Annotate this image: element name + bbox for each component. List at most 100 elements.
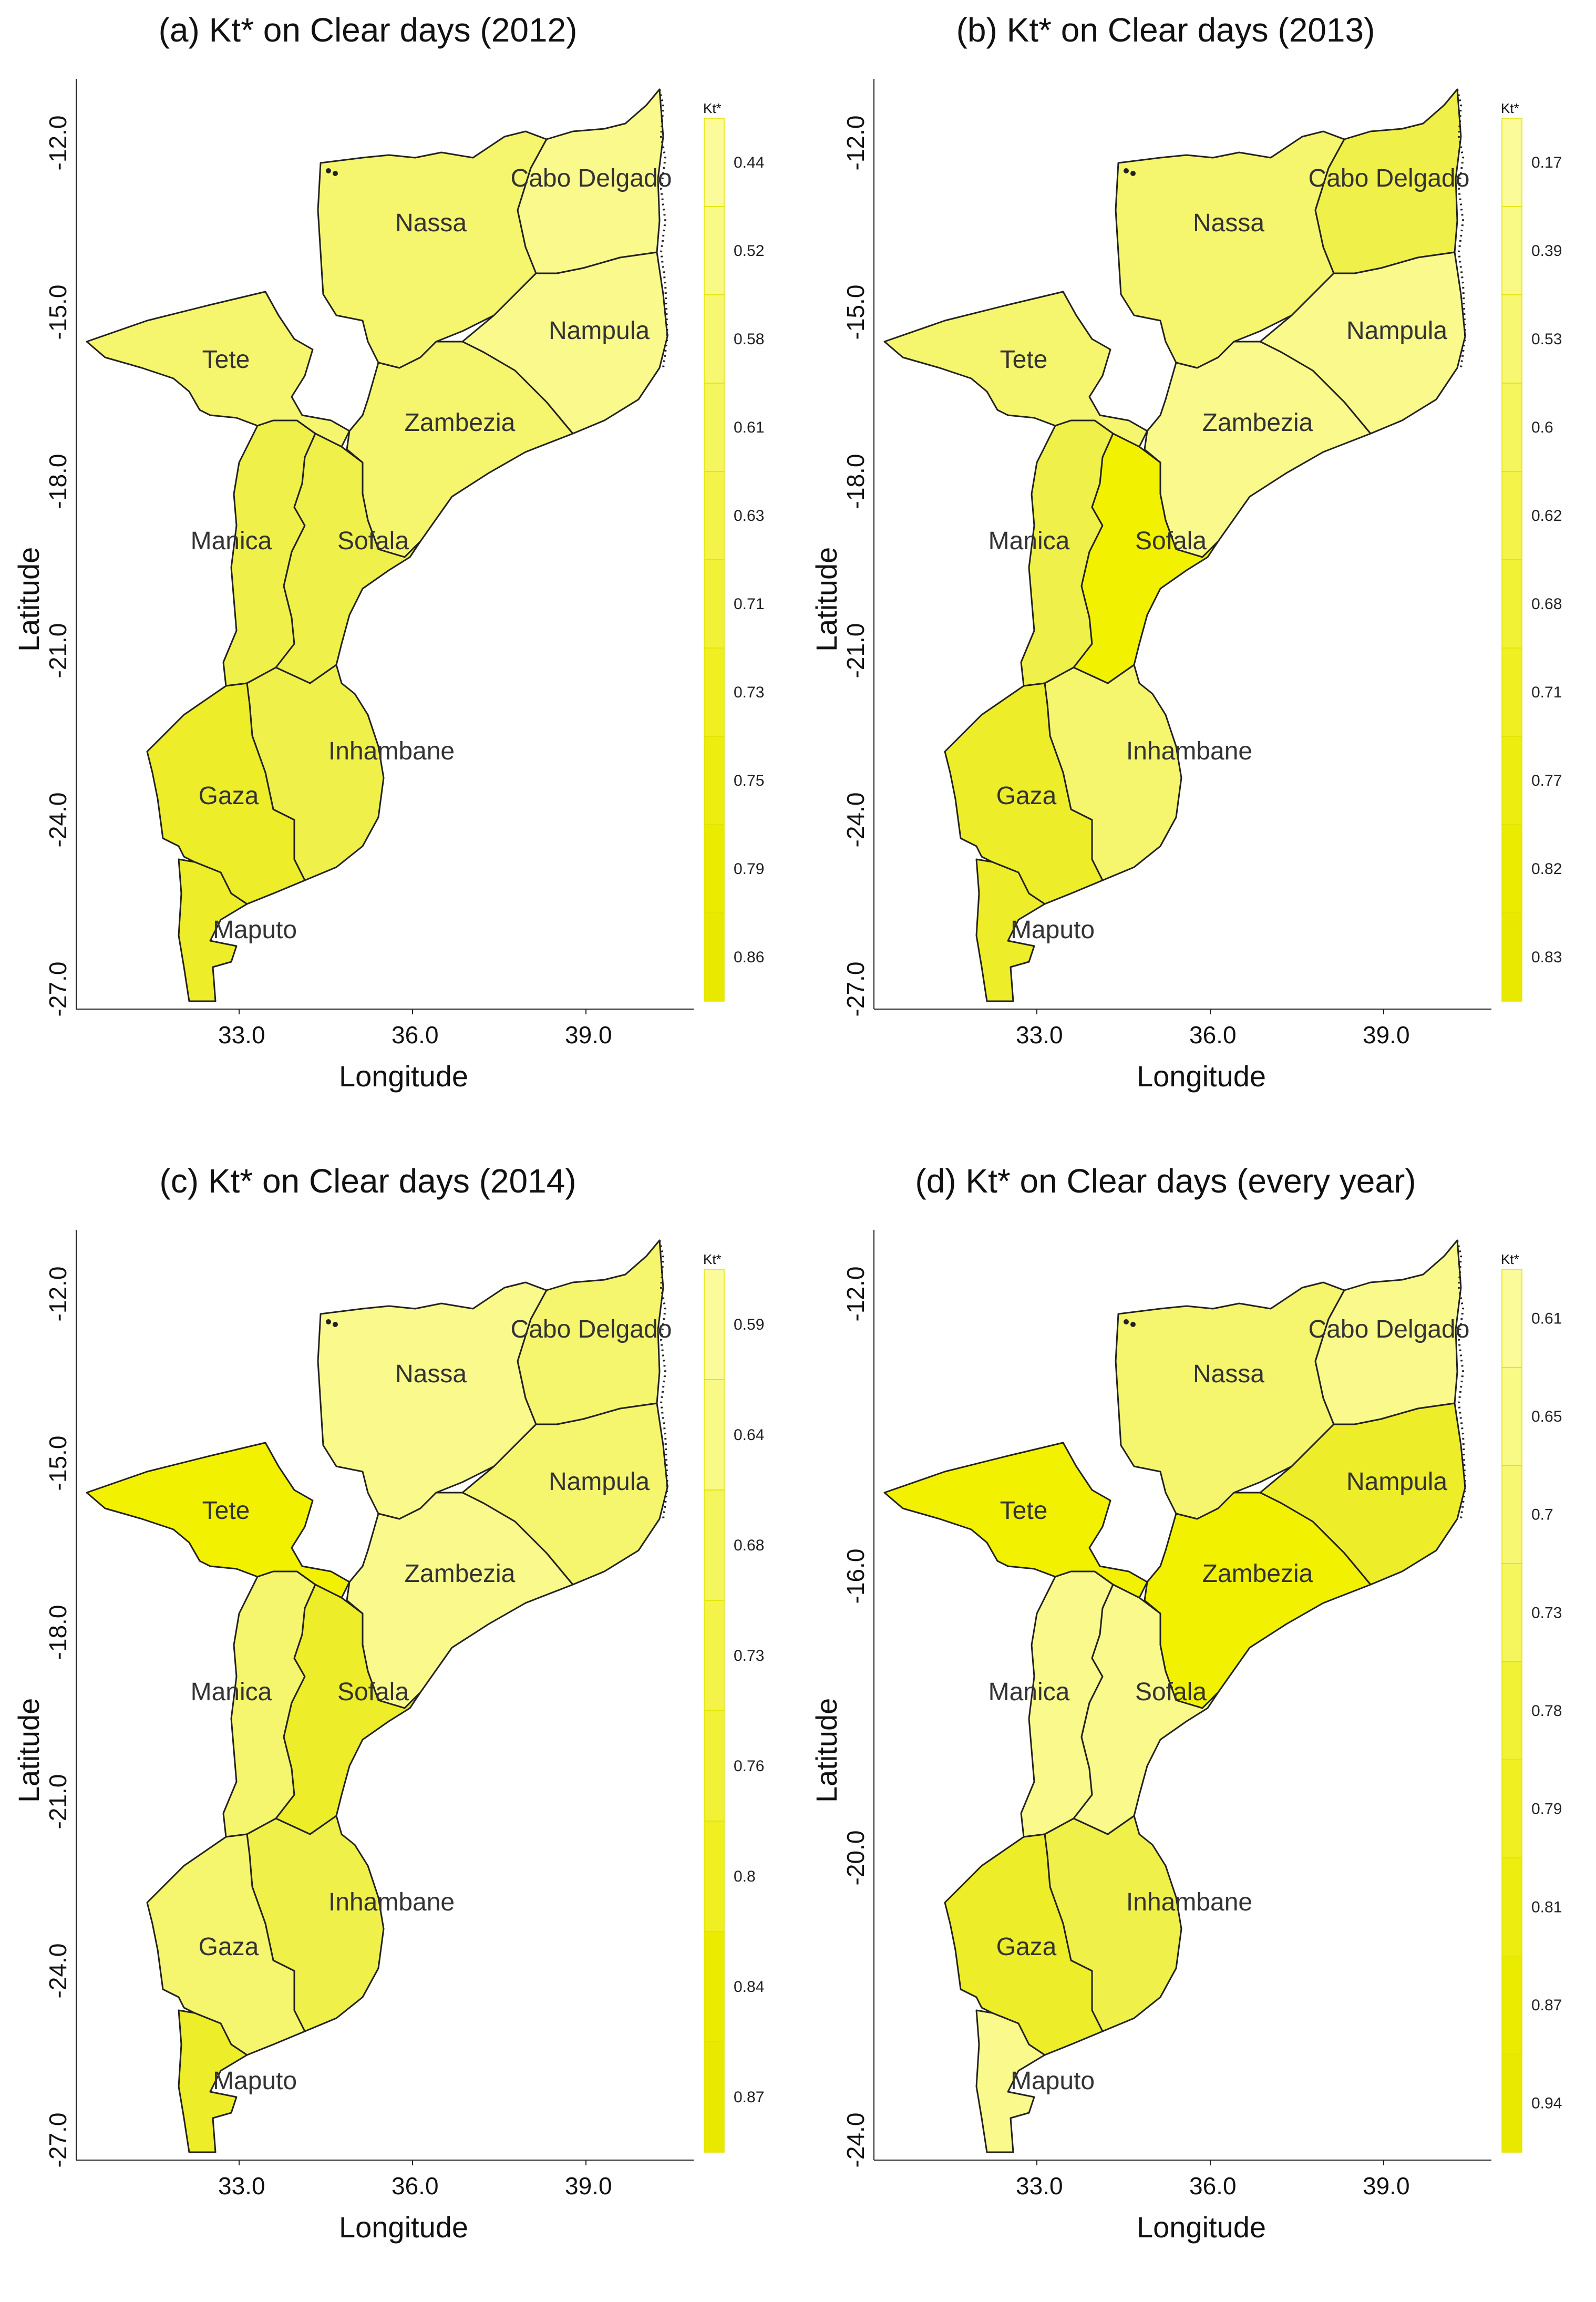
- region-label-gaza: Gaza: [996, 782, 1057, 810]
- map-panel-d: (d) Kt* on Clear days (every year) Nassa…: [798, 1151, 1595, 2302]
- map-plot: Nassa Cabo Delgado Nampula Tete Zambezia Mani…: [76, 1230, 764, 2165]
- map-panel-c: (c) Kt* on Clear days (2014) Nassa Cabo D…: [0, 1151, 798, 2302]
- y-tick-label: -24.0: [44, 1943, 71, 1999]
- legend-title: Kt*: [703, 100, 722, 116]
- x-tick-label: 36.0: [1189, 1021, 1237, 1049]
- region-label-nampula: Nampula: [549, 317, 650, 345]
- region-maputo: [975, 858, 1046, 1002]
- legend-title: Kt*: [1501, 100, 1519, 116]
- region-label-zambezia: Zambezia: [405, 1560, 516, 1588]
- region-label-gaza: Gaza: [199, 1933, 259, 1961]
- legend-value: 0.81: [1531, 1898, 1562, 1916]
- legend-value: 0.82: [1531, 860, 1562, 878]
- y-tick-label: -18.0: [44, 1605, 71, 1660]
- legend-swatch: [1501, 471, 1522, 560]
- legend-swatch: [1501, 1563, 1522, 1662]
- region-gaza: [146, 1833, 306, 2056]
- y-tick-label: -15.0: [842, 284, 869, 340]
- y-tick-label: -20.0: [842, 1830, 869, 1886]
- legend-swatch: [1501, 648, 1522, 737]
- legend-value: 0.73: [734, 684, 764, 701]
- region-zambezia: [346, 1492, 574, 1709]
- region-cabo-delgado: [517, 88, 664, 274]
- x-axis-label: Longitude: [1137, 1060, 1266, 1093]
- y-tick-label: -21.0: [44, 1774, 71, 1830]
- legend-swatch: [704, 294, 725, 384]
- region-label-tete: Tete: [1000, 346, 1048, 374]
- legend-swatch: [1501, 1759, 1522, 1858]
- y-tick-label: -16.0: [842, 1548, 869, 1604]
- y-tick-label: -12.0: [842, 115, 869, 171]
- region-gaza: [944, 682, 1104, 905]
- legend-swatch: [1501, 206, 1522, 295]
- legend-swatch: [704, 1600, 725, 1711]
- y-tick-label: -18.0: [842, 454, 869, 509]
- region-label-tete: Tete: [202, 346, 250, 374]
- region-label-cabo-delgado: Cabo Delgado: [1309, 165, 1470, 192]
- x-axis-label: Longitude: [1137, 2211, 1266, 2244]
- region-nampula: [1259, 1402, 1466, 1586]
- legend-swatch: [1501, 736, 1522, 825]
- region-label-manica: Manica: [989, 527, 1070, 555]
- legend-swatch: [704, 2041, 725, 2153]
- legend-swatch: [704, 559, 725, 649]
- y-tick-label: -24.0: [842, 792, 869, 848]
- legend-swatch: [704, 824, 725, 913]
- legend-swatch: [1501, 2053, 1522, 2153]
- y-tick-label: -24.0: [44, 792, 71, 848]
- region-label-gaza: Gaza: [199, 782, 259, 810]
- region-label-nassa: Nassa: [395, 209, 467, 237]
- legend-value: 0.53: [1531, 331, 1562, 348]
- map-plot: Nassa Cabo Delgado Nampula Tete Zambezia Mani…: [873, 79, 1562, 1014]
- panel-title: (a) Kt* on Clear days (2012): [158, 11, 578, 49]
- legend-swatch: [704, 1931, 725, 2042]
- legend-swatch: [1501, 294, 1522, 384]
- region-label-manica: Manica: [989, 1678, 1070, 1706]
- legend-swatch: [704, 1379, 725, 1491]
- y-tick-label: -12.0: [44, 115, 71, 171]
- region-gaza: [944, 1833, 1104, 2056]
- region-label-nassa: Nassa: [1193, 1360, 1264, 1388]
- x-tick-label: 39.0: [1363, 2172, 1410, 2200]
- region-zambezia: [346, 341, 574, 558]
- legend-swatch: [1501, 118, 1522, 207]
- map-panel-a: (a) Kt* on Clear days (2012) Nassa Cabo D…: [0, 0, 798, 1151]
- panel-title: (b) Kt* on Clear days (2013): [956, 11, 1375, 49]
- legend-swatch: [704, 912, 725, 1002]
- y-axis-label: Latitude: [12, 1698, 45, 1803]
- legend-value: 0.59: [734, 1316, 764, 1333]
- region-label-nassa: Nassa: [1193, 209, 1264, 237]
- region-cabo-delgado: [517, 1239, 664, 1425]
- legend-value: 0.61: [734, 419, 764, 436]
- region-label-sofala: Sofala: [1135, 527, 1207, 555]
- region-maputo: [975, 2009, 1046, 2153]
- region-maputo: [178, 2009, 248, 2153]
- legend-swatch: [704, 736, 725, 825]
- legend-value: 0.52: [734, 242, 764, 260]
- region-label-inhambane: Inhambane: [328, 737, 455, 765]
- legend-swatch: [704, 471, 725, 560]
- y-tick-label: -21.0: [44, 623, 71, 679]
- legend-value: 0.79: [1531, 1801, 1562, 1818]
- legend-swatch: [1501, 1661, 1522, 1761]
- legend-swatch: [1501, 383, 1522, 472]
- legend-swatch: [704, 1269, 725, 1380]
- legend-value: 0.75: [734, 772, 764, 789]
- legend-value: 0.44: [734, 154, 764, 171]
- region-zambezia: [1144, 341, 1372, 558]
- x-tick-label: 33.0: [1016, 1021, 1063, 1049]
- region-label-nassa: Nassa: [395, 1360, 467, 1388]
- y-axis-label: Latitude: [12, 547, 45, 652]
- region-label-nampula: Nampula: [1346, 1468, 1447, 1496]
- region-label-maputo: Maputo: [1011, 2067, 1095, 2095]
- region-label-tete: Tete: [202, 1497, 250, 1525]
- legend-swatch: [1501, 912, 1522, 1002]
- lake-dot: [333, 171, 338, 176]
- region-sofala: [275, 1584, 421, 1835]
- lake-dot: [1124, 1319, 1129, 1324]
- x-tick-label: 39.0: [565, 2172, 612, 2200]
- x-tick-label: 36.0: [392, 1021, 439, 1049]
- legend-value: 0.68: [734, 1537, 764, 1554]
- region-sofala: [1073, 433, 1219, 684]
- region-nampula: [1259, 251, 1466, 435]
